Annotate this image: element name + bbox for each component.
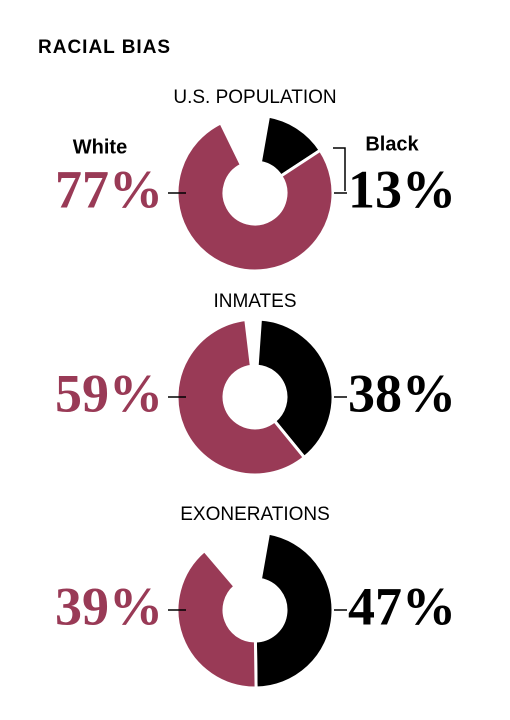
page-title: RACIAL BIAS [38, 37, 171, 58]
legend-label: White [73, 136, 127, 158]
value-label: 59% [55, 363, 163, 423]
donut-segment [175, 120, 335, 273]
value-label: 47% [348, 576, 456, 636]
value-label: 13% [348, 159, 456, 219]
chart-title: INMATES [213, 291, 296, 312]
connector [333, 147, 346, 191]
chart-title: EXONERATIONS [180, 504, 330, 525]
legend-label: Black [365, 133, 419, 155]
donut-segment [253, 531, 335, 690]
donut-segment [175, 317, 307, 477]
chart-title: U.S. POPULATION [173, 87, 336, 108]
value-label: 38% [348, 363, 456, 423]
value-label: 77% [55, 159, 163, 219]
value-label: 39% [55, 576, 163, 636]
donut-segment [175, 548, 258, 690]
